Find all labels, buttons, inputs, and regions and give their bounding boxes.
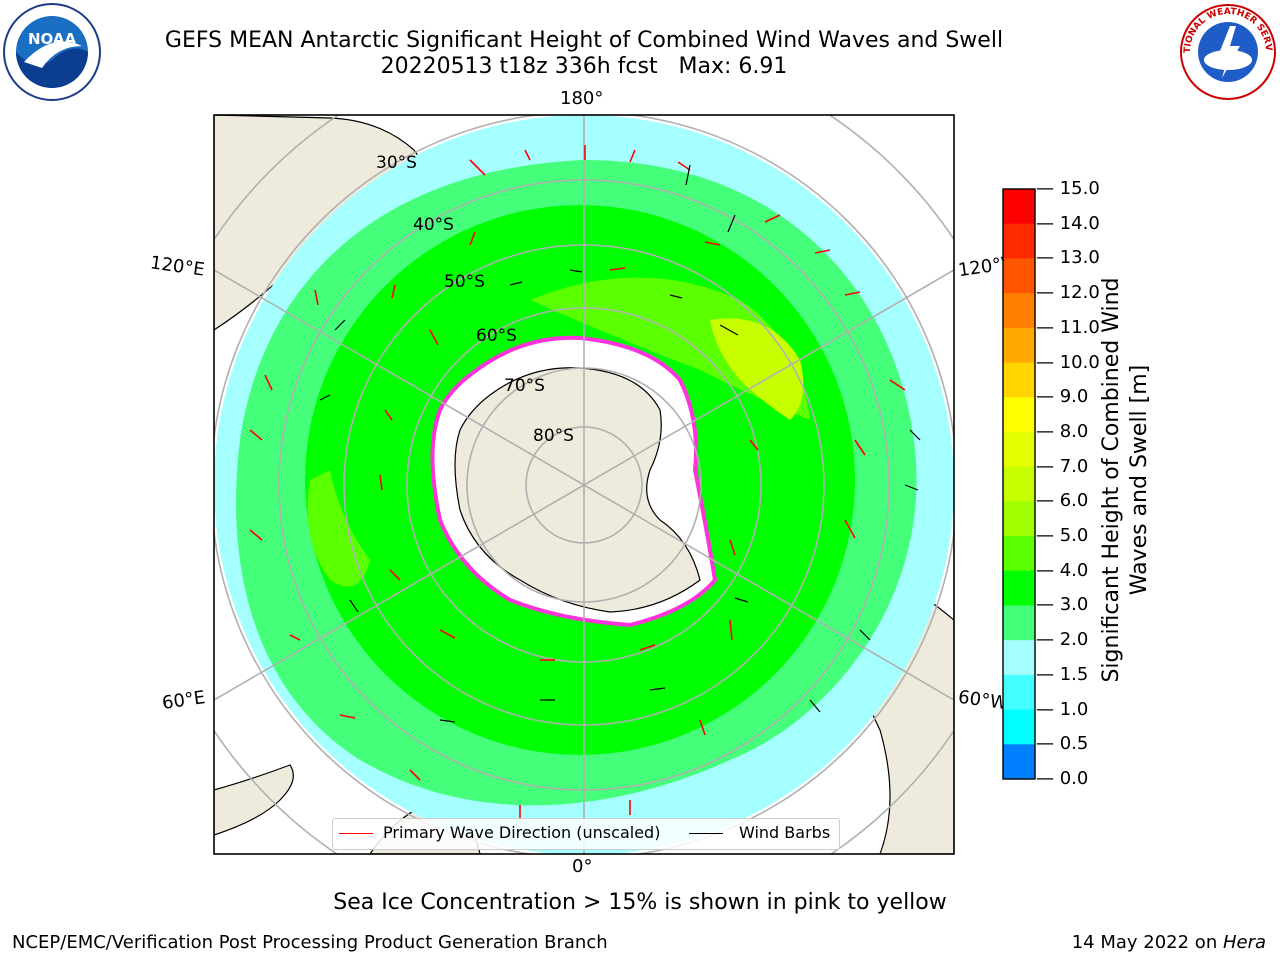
chart-title: GEFS MEAN Antarctic Significant Height o… [164,28,1004,53]
footer-host: Hera [1222,932,1266,953]
colorbar-segment [1003,258,1035,294]
colorbar-segment [1003,189,1035,225]
map-frame [213,114,955,855]
colorbar-segment [1003,640,1035,676]
noaa-logo: NOAA [3,3,101,101]
colorbar-tick-label: — 13.0 [1036,247,1100,269]
lat-label-60s: 60°S [476,326,517,346]
colorbar-segment [1003,674,1035,711]
colorbar-tick-label: — 1.0 [1036,698,1089,720]
sea-ice-caption: Sea Ice Concentration > 15% is shown in … [333,890,947,915]
colorbar-tick-label: — 11.0 [1036,316,1100,338]
colorbar-tick-label: — 6.0 [1036,490,1089,512]
lat-label-50s: 50°S [444,272,485,292]
colorbar-tick-label: — 14.0 [1036,212,1100,234]
colorbar-label-wrap: Significant Height of Combined Wind Wave… [1098,270,1158,690]
colorbar-segment [1003,605,1035,641]
nws-logo: NATIONAL WEATHER SERVICE [1178,2,1276,100]
colorbar-segment [1003,709,1035,745]
lat-label-70s: 70°S [504,376,545,396]
colorbar [1002,188,1036,780]
colorbar-tick-label: — 0.0 [1036,768,1089,789]
legend-barbs-swatch [689,833,723,834]
antarctica-land [454,367,701,613]
legend-primary-label: Primary Wave Direction (unscaled) [383,823,661,842]
primary-wave-direction-arrows [249,145,906,820]
colorbar-tick-label: — 2.0 [1036,629,1089,651]
colorbar-segment [1003,570,1035,606]
colorbar-tick-label: — 8.0 [1036,420,1089,442]
colorbar-segment [1003,397,1035,433]
colorbar-tick-label: — 10.0 [1036,351,1100,373]
colorbar-segment [1003,362,1035,398]
footer-date-text: 14 May 2022 on [1071,932,1223,953]
colorbar-segment [1003,293,1035,329]
colorbar-segment [1003,431,1035,468]
noaa-logo-text: NOAA [28,30,77,48]
ocean-band-5m [530,277,810,420]
colorbar-segment [1003,536,1035,572]
footer-date: 14 May 2022 on Hera [1072,932,1266,953]
chart-subtitle: 20220513 t18z 336h fcst Max: 6.91 [380,54,788,79]
colorbar-tick-label: — 4.0 [1036,559,1089,581]
colorbar-label: Significant Height of Combined Wind Wave… [1099,277,1152,683]
legend-barbs-label: Wind Barbs [739,823,831,842]
colorbar-tick-label: — 5.0 [1036,525,1089,547]
colorbar-segment [1003,223,1035,259]
colorbar-segment [1003,501,1035,537]
colorbar-segment [1003,744,1035,780]
lon-label-top: 180° [560,88,604,109]
colorbar-segment [1003,466,1035,502]
lat-label-40s: 40°S [413,215,454,235]
map-legend: Primary Wave Direction (unscaled) Wind B… [332,818,840,850]
colorbar-tick-label: — 3.0 [1036,594,1089,616]
ocean-band-6m [710,318,804,420]
lat-label-30s: 30°S [376,153,417,173]
colorbar-tick-label: — 9.0 [1036,386,1089,408]
lat-label-80s: 80°S [533,426,574,446]
lon-label-bottom: 0° [572,856,593,877]
colorbar-tick-label: — 12.0 [1036,282,1100,304]
colorbar-segment [1003,327,1035,364]
colorbar-tick-label: — 1.5 [1036,663,1089,685]
colorbar-tick-label: — 7.0 [1036,455,1089,477]
colorbar-tick-label: — 15.0 [1036,178,1100,199]
footer-credit: NCEP/EMC/Verification Post Processing Pr… [12,932,608,953]
colorbar-tick-label: — 0.5 [1036,733,1089,755]
legend-primary-swatch [339,833,373,834]
wind-barbs [319,164,921,723]
